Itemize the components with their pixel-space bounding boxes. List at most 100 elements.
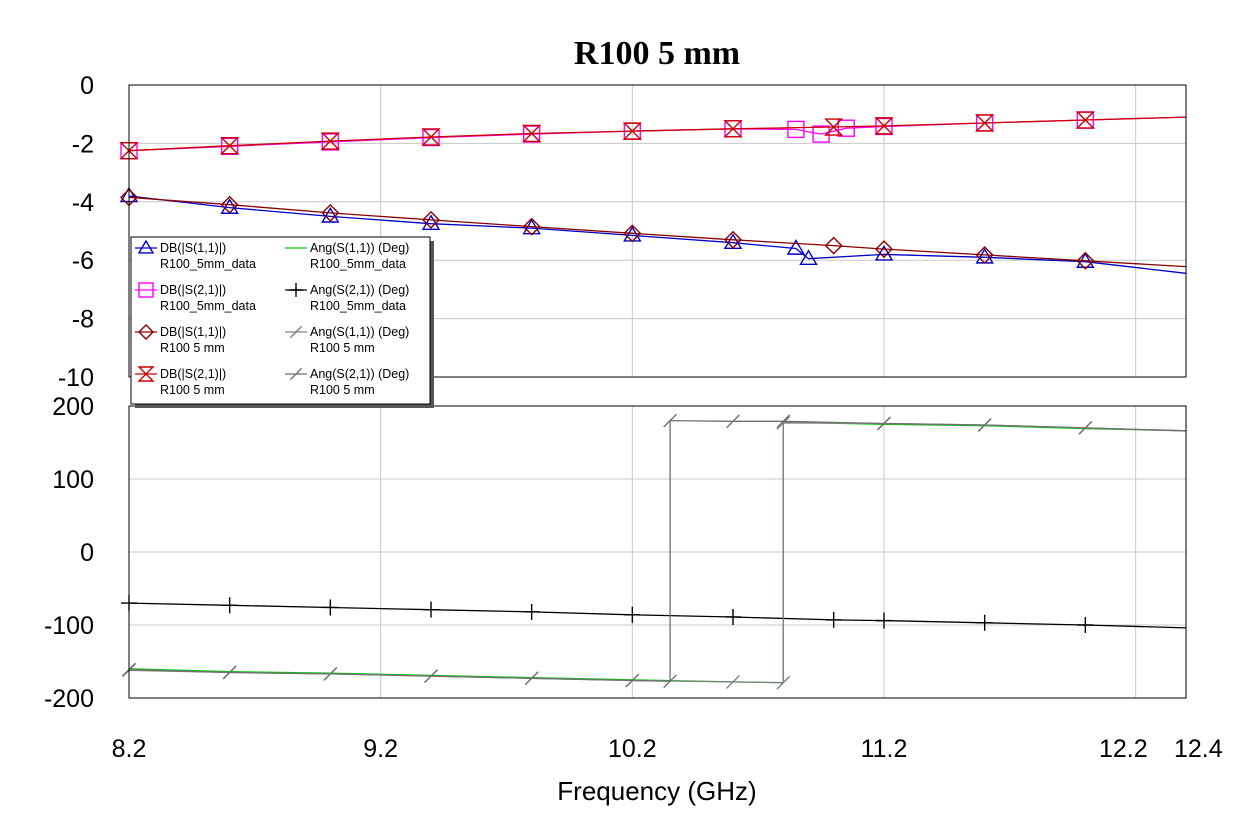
legend-sublabel: R100_5mm_data <box>160 299 256 313</box>
x-tick-label: 12.4 <box>1174 735 1223 763</box>
legend-label: DB(|S(2,1)|) <box>160 367 226 381</box>
data-point <box>823 118 844 136</box>
x-axis-label: Frequency (GHz) <box>557 776 756 806</box>
data-point <box>725 608 741 625</box>
data-point <box>624 606 641 623</box>
data-point <box>974 114 995 132</box>
data-point <box>976 614 993 631</box>
data-point <box>776 675 791 690</box>
data-point <box>776 415 791 430</box>
legend-label: DB(|S(2,1)|) <box>160 283 226 297</box>
legend-label: Ang(S(1,1)) (Deg) <box>310 241 409 255</box>
legend-sublabel: R100 5 mm <box>310 383 375 397</box>
data-point <box>837 119 855 137</box>
legend-sublabel: R100_5mm_data <box>310 299 406 313</box>
data-point <box>322 599 339 616</box>
data-point <box>825 611 842 628</box>
legend-marker <box>138 282 154 298</box>
data-point <box>622 122 643 140</box>
data-point <box>724 230 742 249</box>
legend-label: DB(|S(1,1)|) <box>160 241 226 255</box>
data-point <box>522 217 541 236</box>
y-tick-label: 200 <box>52 393 94 421</box>
y-tick-label: 100 <box>52 466 94 494</box>
legend-sublabel: R100_5mm_data <box>310 257 406 271</box>
data-point <box>524 671 539 686</box>
legend-sublabel: R100 5 mm <box>310 341 375 355</box>
data-point <box>623 224 642 243</box>
data-point <box>424 669 438 683</box>
plot-frame-1 <box>128 405 1187 699</box>
x-axis-ticks: 8.2 9.2 10.2 11.2 12.2 12.4 <box>112 735 1223 763</box>
data-point <box>523 603 540 620</box>
phase-panel: 200 100 0 -100 -200 <box>44 393 1187 713</box>
data-point <box>521 124 542 143</box>
data-point <box>663 413 677 428</box>
data-point <box>423 601 439 618</box>
y-tick-label: -8 <box>72 306 94 334</box>
data-point <box>799 249 818 266</box>
series-line-0-2 <box>128 196 1187 268</box>
y-tick-label: -6 <box>72 247 94 275</box>
data-point <box>726 414 740 429</box>
data-point <box>975 245 994 264</box>
data-point <box>663 674 677 689</box>
data-point <box>119 141 139 160</box>
legend-marker <box>289 325 303 339</box>
y-tick-label: -10 <box>58 364 94 392</box>
data-point <box>323 667 338 681</box>
data-point <box>874 117 894 135</box>
plot-frame-0 <box>128 84 1187 378</box>
data-point <box>321 203 340 222</box>
x-tick-label: 9.2 <box>363 735 398 763</box>
legend-marker <box>138 324 154 340</box>
legend-label: Ang(S(2,1)) (Deg) <box>310 283 409 297</box>
legend-label: Ang(S(1,1)) (Deg) <box>310 325 409 339</box>
legend-sublabel: R100 5 mm <box>160 341 225 355</box>
legend-label: Ang(S(2,1)) (Deg) <box>310 367 409 381</box>
data-point <box>812 125 830 143</box>
data-point <box>625 673 640 688</box>
x-tick-label: 12.2 <box>1099 735 1148 763</box>
data-point <box>222 665 237 680</box>
data-point <box>977 418 992 432</box>
x-tick-label: 8.2 <box>112 735 147 763</box>
data-point <box>421 128 441 146</box>
data-point <box>421 214 441 231</box>
chart-title: R100 5 mm <box>574 35 740 72</box>
data-point <box>320 132 341 150</box>
data-point <box>220 195 239 214</box>
legend-box <box>130 236 431 405</box>
y-tick-label: 0 <box>80 539 94 567</box>
legend-marker <box>137 366 155 382</box>
legend-label: DB(|S(1,1)|) <box>160 325 226 339</box>
data-point <box>786 239 806 255</box>
data-point <box>321 207 340 223</box>
data-point <box>1075 111 1096 129</box>
legend: DB(|S(1,1)|) R100_5mm_data Ang(S(1,1)) (De… <box>130 236 434 408</box>
data-point <box>1076 251 1095 270</box>
data-point <box>875 240 893 259</box>
legend-marker <box>289 283 303 297</box>
x-tick-label: 10.2 <box>608 735 657 763</box>
y-tick-label: -100 <box>44 612 94 640</box>
legend-marker <box>289 367 303 381</box>
data-point <box>723 120 743 138</box>
data-point <box>219 137 240 155</box>
legend-sublabel: R100 5 mm <box>160 383 225 397</box>
legend-marker <box>137 239 155 254</box>
data-point <box>422 210 440 229</box>
data-point <box>221 597 238 614</box>
x-tick-label: 11.2 <box>861 735 908 763</box>
data-point <box>1078 421 1093 435</box>
data-point <box>824 236 843 255</box>
legend-sublabel: R100_5mm_data <box>160 257 256 271</box>
y-tick-label: -2 <box>72 130 94 158</box>
y-tick-label: 0 <box>80 72 94 100</box>
y-tick-label: -4 <box>72 189 94 217</box>
data-point <box>726 675 740 689</box>
data-point <box>876 612 892 629</box>
data-point <box>776 414 791 429</box>
data-point <box>1077 617 1094 633</box>
